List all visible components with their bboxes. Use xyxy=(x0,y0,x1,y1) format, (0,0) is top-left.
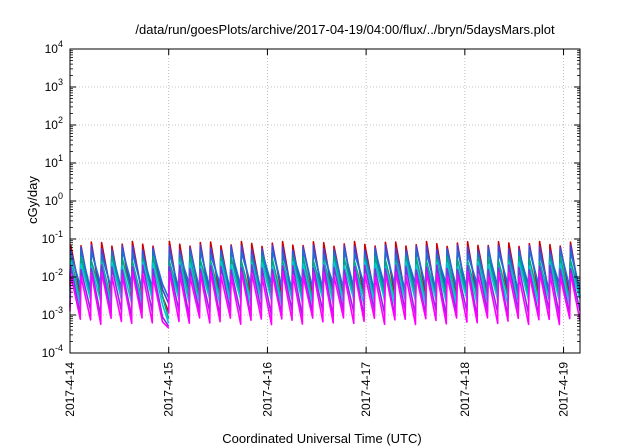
y-tick-base: 10 xyxy=(42,308,56,322)
series-layer xyxy=(69,240,581,329)
x-tick-label: 2017-4-15 xyxy=(162,362,176,417)
y-tick-exponent: -1 xyxy=(55,229,63,239)
x-tick-label: 2017-4-17 xyxy=(359,362,373,417)
y-tick-label: 104 xyxy=(45,39,63,56)
y-tick-label: 10-2 xyxy=(42,267,63,284)
axis-ticks xyxy=(69,48,580,354)
x-tick-label: 2017-4-18 xyxy=(458,362,472,417)
y-tick-exponent: 4 xyxy=(58,39,63,49)
x-axis-label: Coordinated Universal Time (UTC) xyxy=(222,431,421,446)
y-tick-exponent: 3 xyxy=(58,77,63,87)
y-tick-base: 10 xyxy=(42,346,56,360)
y-tick-base: 10 xyxy=(45,194,59,208)
y-tick-label: 10-3 xyxy=(42,305,63,322)
x-tick-labels: 2017-4-14 2017-4-15 2017-4-16 2017-4-17 2017… xyxy=(63,362,571,417)
y-tick-exponent: 0 xyxy=(58,191,63,201)
y-tick-label: 10-1 xyxy=(42,229,63,246)
y-axis-label: cGy/day xyxy=(25,176,40,224)
y-tick-exponent: -2 xyxy=(55,267,63,277)
y-tick-label: 101 xyxy=(45,153,63,170)
y-tick-exponent: 2 xyxy=(58,115,63,125)
series-line xyxy=(69,270,581,329)
y-tick-label: 10-4 xyxy=(42,343,63,360)
y-tick-base: 10 xyxy=(42,270,56,284)
y-tick-base: 10 xyxy=(45,156,59,170)
x-tick-label: 2017-4-16 xyxy=(260,362,274,417)
chart-title: /data/run/goesPlots/archive/2017-04-19/0… xyxy=(135,22,555,37)
y-tick-label: 103 xyxy=(45,77,63,94)
y-tick-exponent: 1 xyxy=(58,153,63,163)
grid xyxy=(70,49,580,353)
y-tick-base: 10 xyxy=(45,80,59,94)
y-tick-base: 10 xyxy=(45,42,59,56)
y-tick-label: 102 xyxy=(45,115,63,132)
y-tick-base: 10 xyxy=(45,118,59,132)
y-tick-base: 10 xyxy=(42,232,56,246)
x-tick-label: 2017-4-14 xyxy=(63,362,77,417)
y-tick-exponent: -3 xyxy=(55,305,63,315)
x-tick-label: 2017-4-19 xyxy=(557,362,571,417)
y-tick-exponent: -4 xyxy=(55,343,63,353)
y-tick-label: 100 xyxy=(45,191,63,208)
